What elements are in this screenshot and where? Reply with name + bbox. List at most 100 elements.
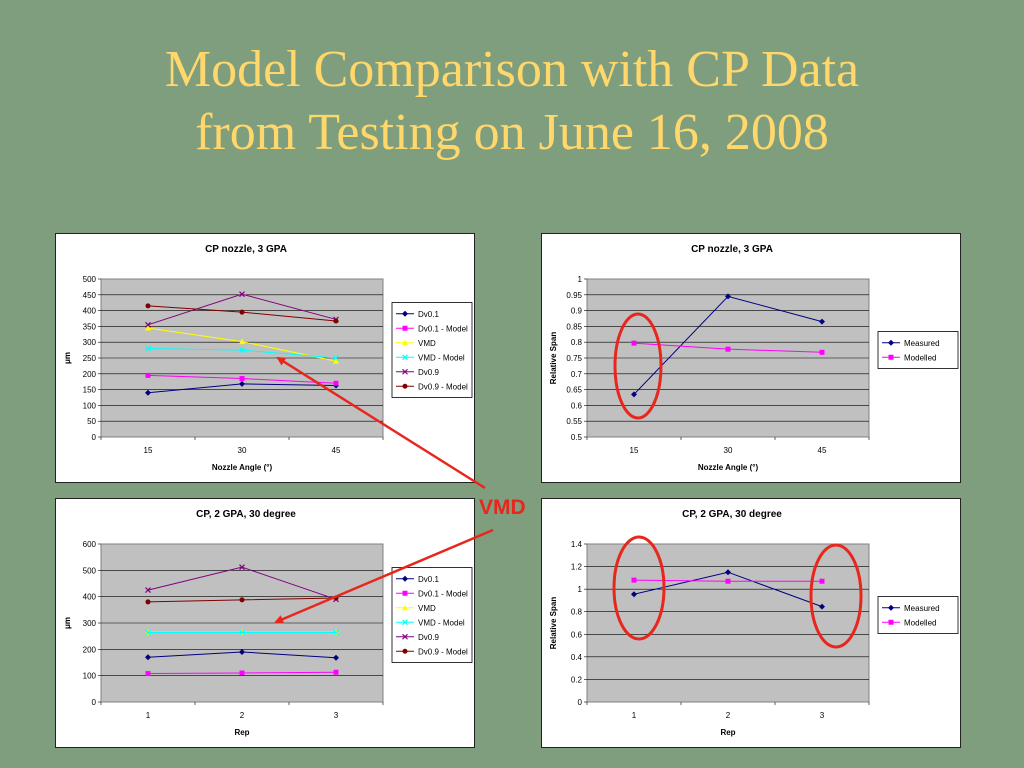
y-tick-label: 0.8 (571, 338, 583, 347)
data-point (333, 654, 339, 661)
y-axis-label: Relative Span (549, 332, 558, 385)
x-tick-label: 1 (146, 711, 151, 720)
chart-svg: CP, 2 GPA, 30 degree 0 100 200 300 400 500 600 1… (63, 509, 473, 737)
data-point (145, 654, 151, 661)
legend-entry-label: Dv0.9 (418, 368, 439, 377)
x-tick-label: 3 (334, 711, 339, 720)
data-point (725, 293, 731, 300)
data-point (239, 376, 245, 382)
y-tick-label: 1.2 (571, 563, 583, 572)
y-tick-label: 500 (83, 275, 97, 284)
legend-entry-label: Dv0.9 (418, 633, 439, 642)
y-tick-label: 100 (83, 401, 97, 410)
chart-panel-cp-2gpa-30deg-relative-span: CP, 2 GPA, 30 degree 0 0.2 0.4 0.6 0.8 1 1.2 1.4… (541, 498, 961, 748)
x-tick-label: 1 (632, 711, 637, 720)
y-tick-label: 0 (92, 433, 97, 442)
legend-swatch-marker (888, 354, 894, 360)
legend-swatch-marker (402, 633, 408, 640)
y-tick-label: 0.6 (571, 630, 583, 639)
y-tick-label: 0.85 (566, 322, 582, 331)
data-point (239, 347, 245, 354)
data-point (333, 595, 339, 601)
legend-box (877, 596, 959, 634)
legend-swatch-marker (402, 310, 408, 317)
legend-swatch-marker (888, 339, 894, 346)
legend-entry-label: Measured (904, 339, 940, 348)
plot-area (586, 543, 870, 703)
vmd-callout-label: VMD (479, 496, 526, 519)
y-tick-label: 200 (83, 370, 97, 379)
y-axis-label: Relative Span (549, 597, 558, 650)
chart-title: CP nozzle, 3 GPA (691, 244, 773, 255)
slide-title: Model Comparison with CP Data from Testi… (0, 38, 1024, 164)
y-tick-label: 450 (83, 291, 97, 300)
y-tick-label: 0.95 (566, 291, 582, 300)
legend-swatch-marker (402, 590, 408, 596)
data-point (145, 345, 151, 352)
chart-panel-cp-2gpa-30deg-microns: CP, 2 GPA, 30 degree 0 100 200 300 400 500 600 1… (55, 498, 475, 748)
y-tick-label: 50 (87, 417, 96, 426)
y-tick-label: 500 (83, 566, 97, 575)
y-tick-label: 400 (83, 307, 97, 316)
x-tick-label: 2 (726, 711, 731, 720)
data-point (239, 564, 245, 571)
chart-title: CP nozzle, 3 GPA (205, 244, 287, 255)
y-tick-label: 0.6 (571, 401, 583, 410)
legend-swatch-marker (402, 339, 408, 346)
y-tick-label: 0.7 (571, 370, 583, 379)
y-tick-label: 300 (83, 338, 97, 347)
legend-swatch-marker (402, 648, 408, 654)
x-tick-label: 45 (818, 446, 827, 455)
legend-box (877, 331, 959, 369)
y-tick-label: 300 (83, 619, 97, 628)
data-point (145, 671, 151, 677)
chart-panel-cp-nozzle-3gpa-relative-span: CP nozzle, 3 GPA 0.5 0.55 0.6 0.65 0.7 0.75 0.8… (541, 233, 961, 483)
data-point (145, 324, 151, 331)
y-tick-label: 400 (83, 593, 97, 602)
data-point (631, 340, 637, 346)
legend-swatch-marker (888, 619, 894, 625)
x-axis-label: Rep (720, 728, 735, 737)
y-tick-label: 0.55 (566, 417, 582, 426)
data-point (239, 380, 245, 387)
legend-entry-label: VMD - Model (418, 618, 465, 627)
legend-entry-label: Dv0.1 - Model (418, 324, 468, 333)
x-tick-label: 15 (630, 446, 639, 455)
chart-panel-cp-nozzle-3gpa-microns: CP nozzle, 3 GPA 0 50 100 150 200 250 300 350 400… (55, 233, 475, 483)
x-tick-label: 45 (332, 446, 341, 455)
y-tick-label: 600 (83, 540, 97, 549)
chart-legend: Dv0.1 Dv0.1 - Model VMD VMD - Model Dv0.9 Dv0… (391, 567, 473, 663)
data-point (819, 349, 825, 355)
legend-entry-label: Dv0.1 (418, 575, 439, 584)
data-point (239, 291, 245, 298)
y-tick-label: 250 (83, 354, 97, 363)
y-tick-label: 100 (83, 672, 97, 681)
legend-entry-label: Modelled (904, 618, 936, 627)
slide-title-line-2: from Testing on June 16, 2008 (195, 104, 829, 161)
data-point (145, 587, 151, 594)
data-point (333, 669, 339, 675)
chart-svg: CP nozzle, 3 GPA 0 50 100 150 200 250 300 350 400… (63, 244, 473, 472)
y-tick-label: 0.75 (566, 354, 582, 363)
legend-entry-label: Dv0.1 (418, 310, 439, 319)
legend-entry-label: Dv0.1 - Model (418, 589, 468, 598)
legend-swatch-marker (402, 383, 408, 389)
data-point (725, 346, 731, 352)
data-point (819, 318, 825, 325)
data-point (145, 599, 151, 605)
legend-entry-label: VMD - Model (418, 353, 465, 362)
chart-legend: Dv0.1 Dv0.1 - Model VMD VMD - Model Dv0.9 Dv0… (391, 302, 473, 398)
y-axis-label: μm (63, 617, 72, 629)
data-point (145, 321, 151, 328)
y-tick-label: 0.2 (571, 675, 583, 684)
legend-entry-label: Dv0.9 - Model (418, 382, 468, 391)
data-point (819, 578, 825, 584)
data-point (239, 648, 245, 655)
chart-title: CP, 2 GPA, 30 degree (682, 509, 782, 520)
data-point (239, 338, 245, 345)
x-tick-label: 30 (724, 446, 733, 455)
y-tick-label: 0 (578, 698, 583, 707)
data-point (239, 597, 245, 603)
chart-legend: Measured Modelled (877, 596, 959, 634)
data-point (239, 309, 245, 315)
